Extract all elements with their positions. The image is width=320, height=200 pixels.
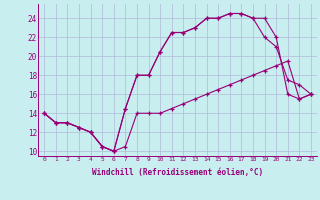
X-axis label: Windchill (Refroidissement éolien,°C): Windchill (Refroidissement éolien,°C): [92, 168, 263, 177]
